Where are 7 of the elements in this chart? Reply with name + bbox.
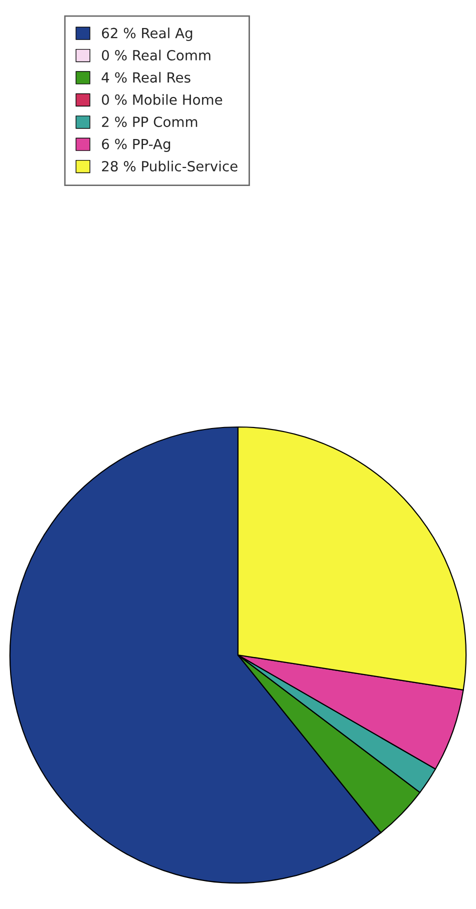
legend-label: 4 % Real Res	[102, 72, 190, 83]
legend-label: 6 % PP-Ag	[102, 138, 170, 152]
legend-label: 2 % PP Comm	[102, 116, 198, 128]
legend-label: 0 % Real Comm	[102, 50, 210, 61]
legend-label: 28 % Public-Service	[102, 160, 238, 172]
legend-label: 0 % Mobile Home	[102, 94, 222, 105]
legend-label: 62 % Real Ag	[102, 28, 192, 42]
